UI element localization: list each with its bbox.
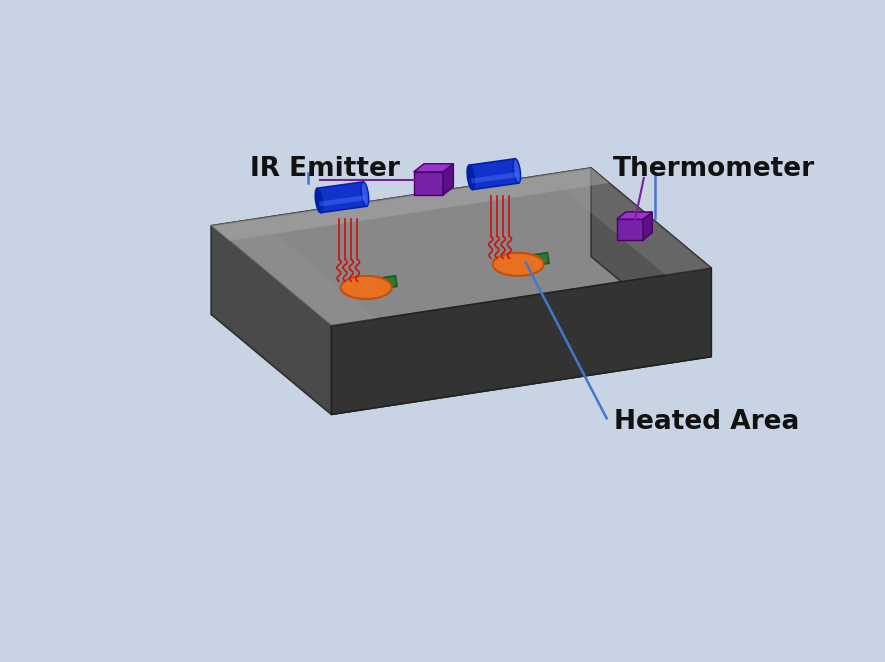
Polygon shape — [212, 168, 609, 241]
Polygon shape — [591, 168, 712, 357]
Polygon shape — [212, 168, 712, 326]
Polygon shape — [643, 212, 652, 240]
Polygon shape — [363, 275, 397, 291]
Text: Thermometer: Thermometer — [612, 156, 815, 183]
Ellipse shape — [493, 253, 543, 276]
Polygon shape — [545, 168, 712, 275]
Polygon shape — [317, 182, 366, 213]
Ellipse shape — [361, 182, 369, 207]
Polygon shape — [469, 159, 519, 189]
Ellipse shape — [341, 276, 392, 299]
Polygon shape — [332, 268, 712, 414]
Polygon shape — [212, 226, 332, 414]
Text: Heated Area: Heated Area — [614, 409, 800, 435]
Polygon shape — [212, 257, 712, 414]
Polygon shape — [617, 219, 643, 240]
Polygon shape — [413, 164, 453, 172]
Polygon shape — [515, 253, 549, 268]
Polygon shape — [212, 219, 377, 326]
Ellipse shape — [513, 159, 520, 183]
Ellipse shape — [467, 165, 474, 189]
Polygon shape — [413, 172, 443, 195]
Polygon shape — [443, 164, 453, 195]
Polygon shape — [319, 195, 366, 207]
Polygon shape — [617, 212, 652, 219]
Ellipse shape — [315, 188, 323, 213]
Polygon shape — [471, 172, 518, 183]
Polygon shape — [212, 168, 591, 314]
Text: IR Emitter: IR Emitter — [250, 156, 400, 183]
